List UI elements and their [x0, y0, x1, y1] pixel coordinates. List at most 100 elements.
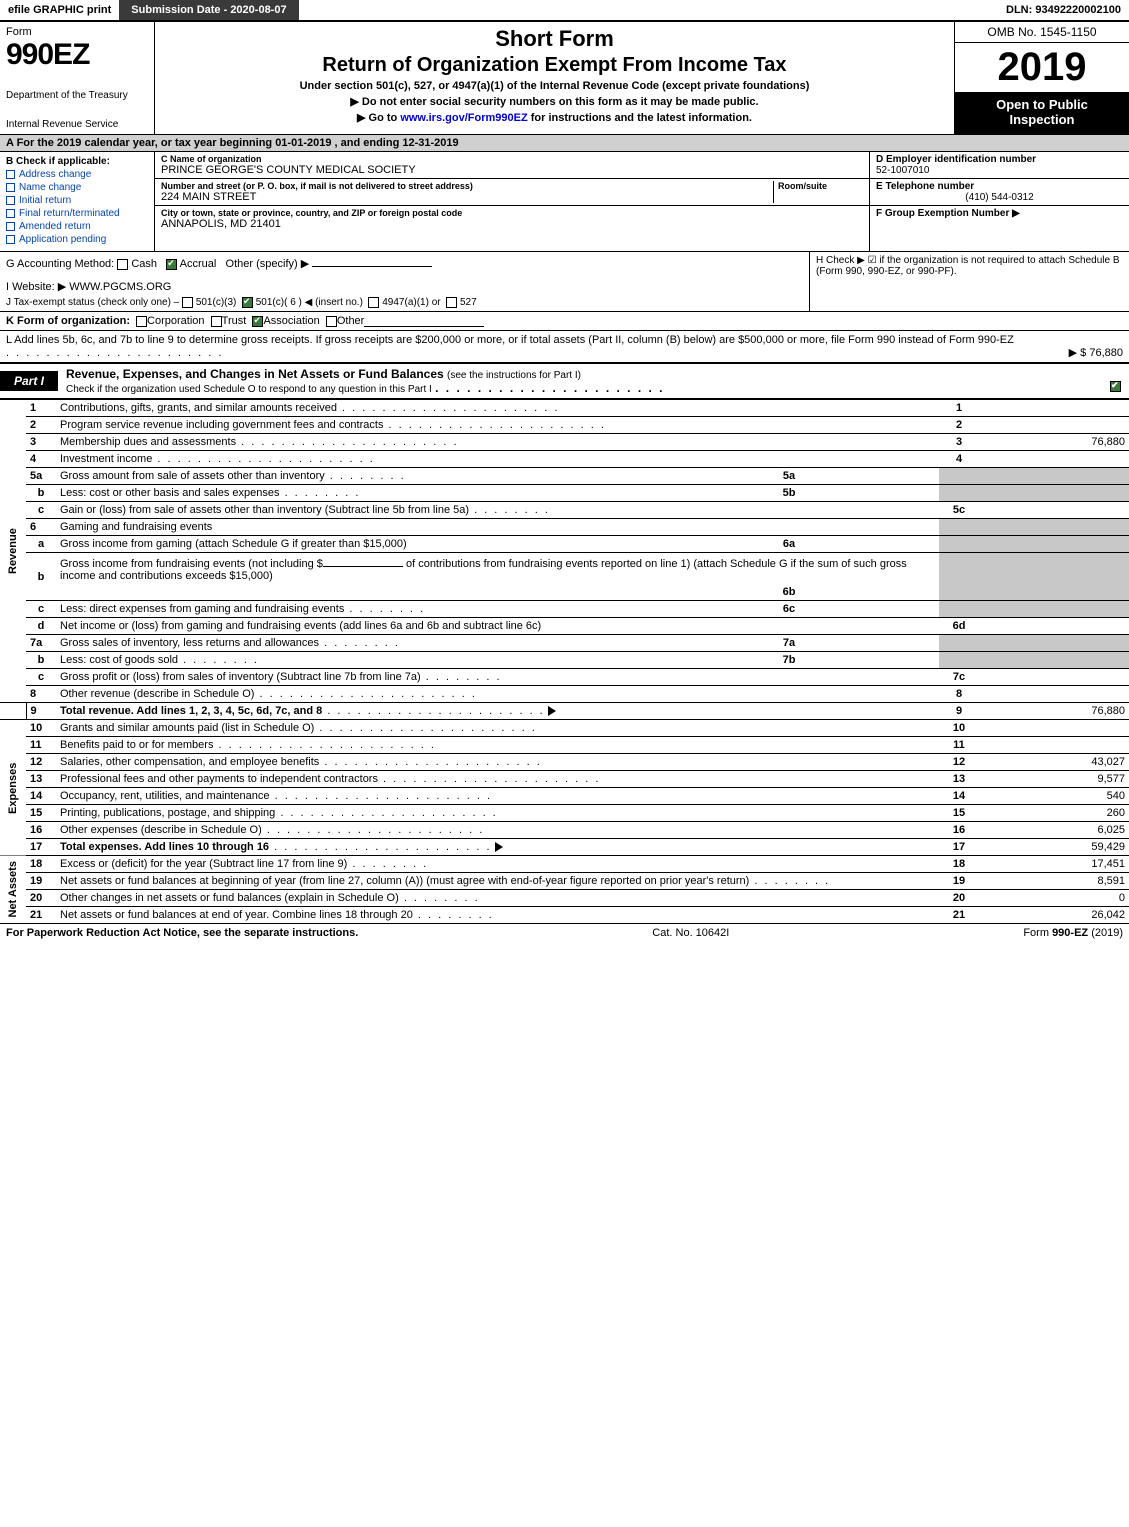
name-label: C Name of organization — [161, 154, 863, 164]
line20-value: 0 — [979, 890, 1129, 907]
group-exemption-cell: F Group Exemption Number ▶ — [870, 206, 1129, 221]
line17-value: 59,429 — [979, 839, 1129, 856]
part1-tab: Part I — [0, 371, 58, 391]
chk-4947[interactable] — [368, 297, 379, 308]
form-title: Return of Organization Exempt From Incom… — [163, 54, 946, 77]
sub3-pre: ▶ Go to — [357, 112, 400, 124]
subtitle-1: Under section 501(c), 527, or 4947(a)(1)… — [163, 80, 946, 92]
org-name: PRINCE GEORGE'S COUNTY MEDICAL SOCIETY — [161, 164, 863, 176]
phone-cell: E Telephone number (410) 544-0312 — [870, 179, 1129, 206]
arrow-icon — [548, 706, 556, 716]
subtitle-2: ▶ Do not enter social security numbers o… — [163, 95, 946, 108]
k-label: K Form of organization: — [6, 315, 130, 327]
row-g: G Accounting Method: Cash Accrual Other … — [0, 252, 809, 311]
chk-application-pending[interactable]: Application pending — [6, 234, 148, 245]
city-label: City or town, state or province, country… — [161, 208, 863, 218]
col-def: D Employer identification number 52-1007… — [869, 152, 1129, 251]
line13-value: 9,577 — [979, 771, 1129, 788]
section-a: A For the 2019 calendar year, or tax yea… — [0, 135, 1129, 152]
chk-trust[interactable] — [211, 316, 222, 327]
j-note: (check only one) – — [98, 297, 180, 308]
irs: Internal Revenue Service — [6, 119, 148, 130]
form-header: Form 990EZ Department of the Treasury In… — [0, 22, 1129, 135]
omb-number: OMB No. 1545-1150 — [955, 22, 1129, 43]
phone-label: E Telephone number — [876, 181, 1123, 192]
chk-501c3[interactable] — [182, 297, 193, 308]
line21-value: 26,042 — [979, 907, 1129, 924]
form-number: 990EZ — [6, 38, 148, 72]
part1-header: Part I Revenue, Expenses, and Changes in… — [0, 363, 1129, 399]
line3-value: 76,880 — [979, 434, 1129, 451]
chk-address-change[interactable]: Address change — [6, 169, 148, 180]
chk-accrual[interactable] — [166, 259, 177, 270]
l-text: L Add lines 5b, 6c, and 7b to line 9 to … — [6, 334, 1014, 346]
part1-title: Revenue, Expenses, and Changes in Net As… — [58, 364, 1129, 398]
submission-date: Submission Date - 2020-08-07 — [119, 0, 298, 20]
header-center: Short Form Return of Organization Exempt… — [155, 22, 954, 134]
instructions-link[interactable]: www.irs.gov/Form990EZ — [400, 112, 527, 124]
chk-association[interactable] — [252, 316, 263, 327]
line12-value: 43,027 — [979, 754, 1129, 771]
footer: For Paperwork Reduction Act Notice, see … — [0, 923, 1129, 942]
g-label: G Accounting Method: — [6, 258, 114, 270]
lines-table: Revenue 1 Contributions, gifts, grants, … — [0, 399, 1129, 923]
open-to-public: Open to Public Inspection — [955, 93, 1129, 134]
chk-corporation[interactable] — [136, 316, 147, 327]
department: Department of the Treasury — [6, 90, 148, 101]
footer-center: Cat. No. 10642I — [652, 927, 729, 939]
chk-final-return[interactable]: Final return/terminated — [6, 208, 148, 219]
vlabel-expenses: Expenses — [0, 720, 26, 856]
line14-value: 540 — [979, 788, 1129, 805]
line19-value: 8,591 — [979, 873, 1129, 890]
chk-amended-return[interactable]: Amended return — [6, 221, 148, 232]
chk-initial-return[interactable]: Initial return — [6, 195, 148, 206]
line16-value: 6,025 — [979, 822, 1129, 839]
chk-cash[interactable] — [117, 259, 128, 270]
top-bar: efile GRAPHIC print Submission Date - 20… — [0, 0, 1129, 22]
row-l: L Add lines 5b, 6c, and 7b to line 9 to … — [0, 331, 1129, 363]
header-right: OMB No. 1545-1150 2019 Open to Public In… — [954, 22, 1129, 134]
row-h: H Check ▶ ☑ if the organization is not r… — [809, 252, 1129, 311]
tax-year: 2019 — [955, 43, 1129, 93]
footer-left: For Paperwork Reduction Act Notice, see … — [6, 927, 358, 939]
website-link[interactable]: WWW.PGCMS.ORG — [69, 281, 171, 293]
subtitle-3: ▶ Go to www.irs.gov/Form990EZ for instru… — [163, 111, 946, 124]
chk-527[interactable] — [446, 297, 457, 308]
street: 224 MAIN STREET — [161, 191, 773, 203]
efile-label[interactable]: efile GRAPHIC print — [0, 0, 119, 20]
inspect-1: Open to Public — [957, 97, 1127, 112]
group-exemption-label: F Group Exemption Number ▶ — [876, 208, 1020, 219]
chk-other[interactable] — [326, 316, 337, 327]
sub3-post: for instructions and the latest informat… — [528, 112, 752, 124]
ein-value: 52-1007010 — [876, 165, 1123, 176]
line15-value: 260 — [979, 805, 1129, 822]
street-label: Number and street (or P. O. box, if mail… — [161, 181, 773, 191]
chk-name-change[interactable]: Name change — [6, 182, 148, 193]
footer-right: Form 990-EZ (2019) — [1023, 927, 1123, 939]
vlabel-net-assets: Net Assets — [0, 856, 26, 924]
row-k: K Form of organization: Corporation Trus… — [0, 312, 1129, 331]
ein-label: D Employer identification number — [876, 154, 1123, 165]
inspect-2: Inspection — [957, 112, 1127, 127]
line18-value: 17,451 — [979, 856, 1129, 873]
form-word: Form — [6, 26, 148, 38]
ein-cell: D Employer identification number 52-1007… — [870, 152, 1129, 179]
city: ANNAPOLIS, MD 21401 — [161, 218, 863, 230]
chk-501c[interactable] — [242, 297, 253, 308]
col-b: B Check if applicable: Address change Na… — [0, 152, 155, 251]
j-label: J Tax-exempt status — [6, 297, 95, 308]
short-form-title: Short Form — [163, 26, 946, 52]
header-left: Form 990EZ Department of the Treasury In… — [0, 22, 155, 134]
chk-schedule-o[interactable] — [1110, 381, 1121, 392]
line9-value: 76,880 — [979, 703, 1129, 720]
phone-value: (410) 544-0312 — [876, 192, 1123, 203]
vlabel-revenue: Revenue — [0, 400, 26, 703]
block-bcdef: B Check if applicable: Address change Na… — [0, 152, 1129, 252]
room-label: Room/suite — [778, 181, 863, 191]
row-gh: G Accounting Method: Cash Accrual Other … — [0, 252, 1129, 312]
i-label: I Website: ▶ — [6, 281, 66, 293]
col-b-title: B Check if applicable: — [6, 156, 148, 167]
l-amount: ▶ $ 76,880 — [1069, 346, 1123, 359]
dln: DLN: 93492220002100 — [998, 0, 1129, 20]
arrow-icon — [495, 842, 503, 852]
